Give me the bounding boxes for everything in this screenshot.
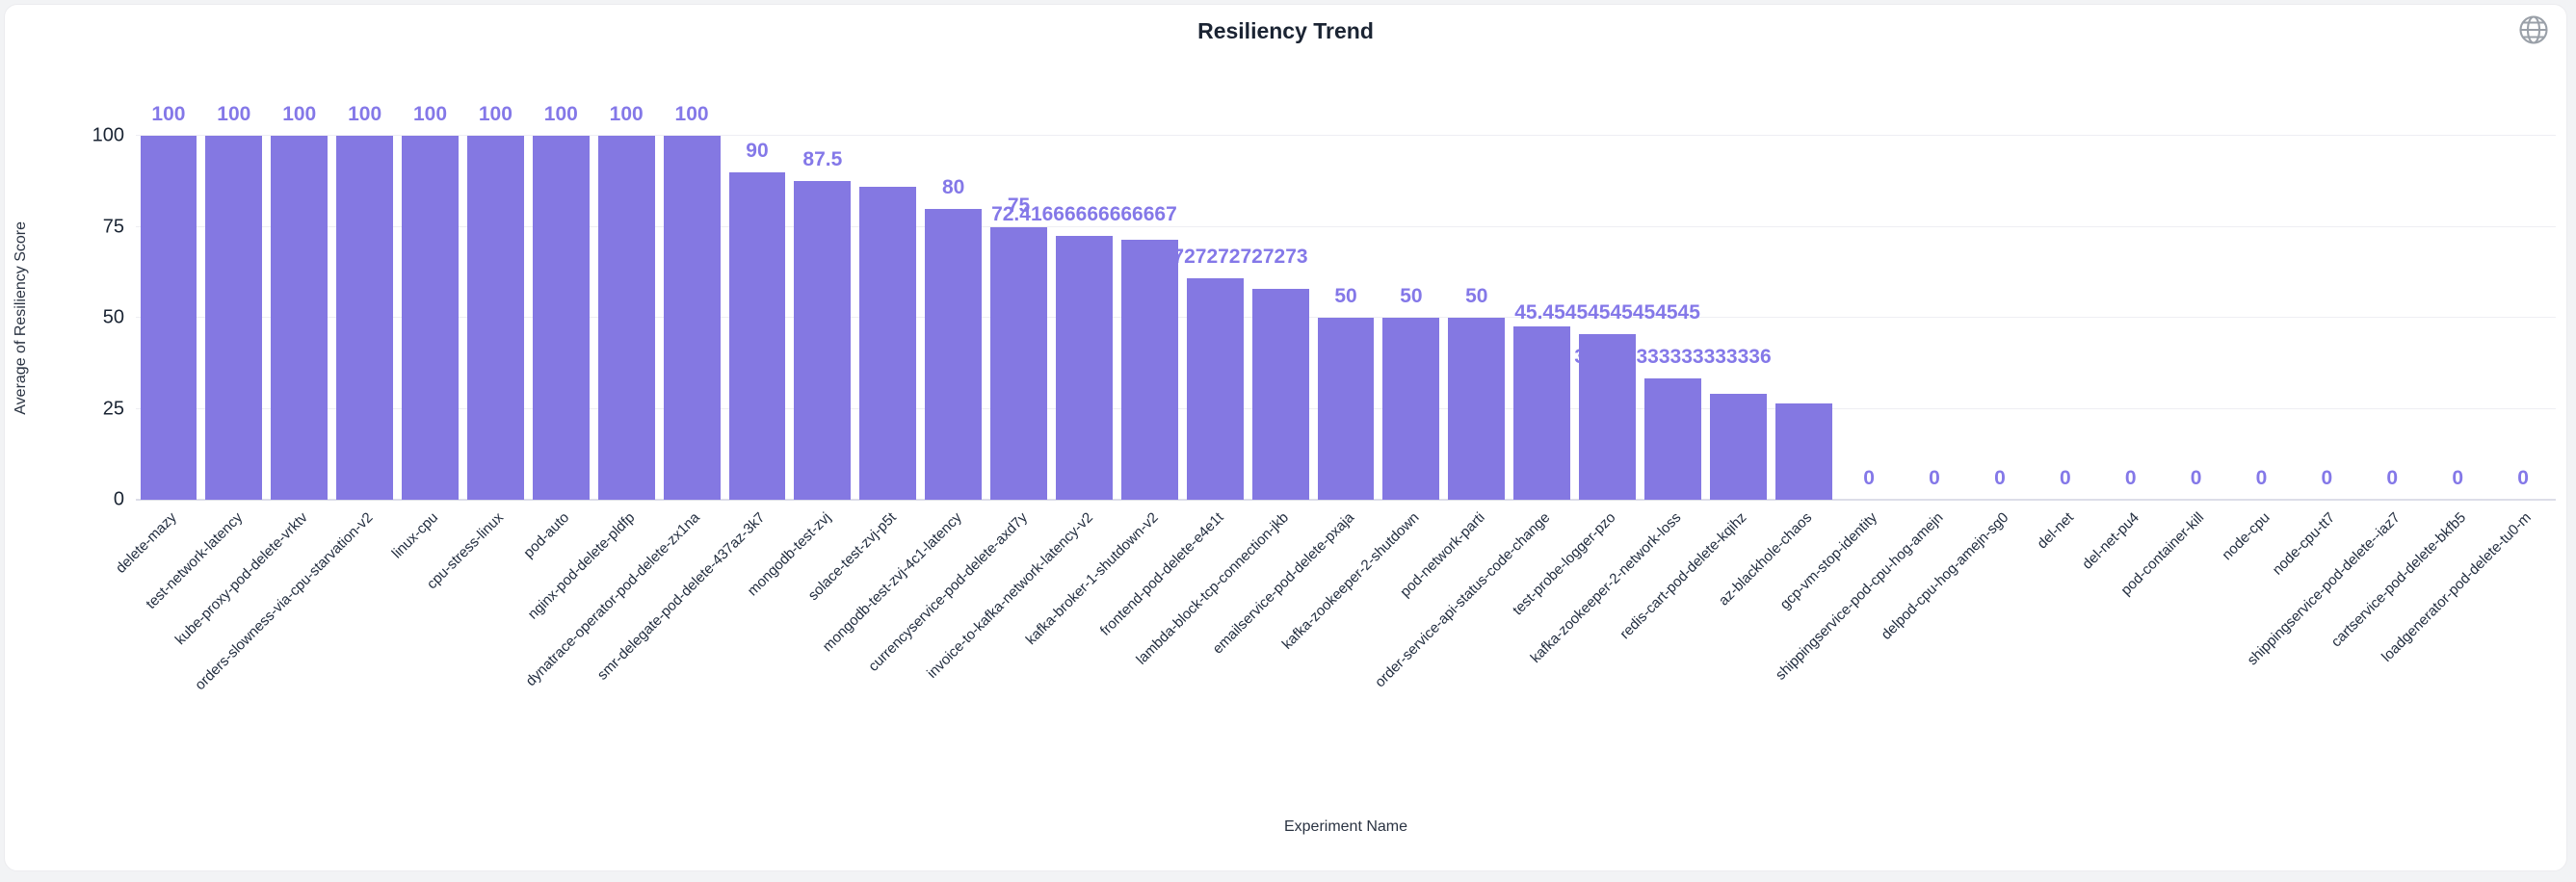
x-axis-labels: delete-mazy test-network-latency kube-prox… — [113, 509, 2536, 694]
bar[interactable] — [205, 136, 263, 500]
bar-value-label: 0 — [2124, 467, 2137, 489]
bar-value-label: 90 — [746, 139, 769, 162]
bar[interactable] — [466, 136, 524, 500]
bar-value-label: 0 — [2255, 467, 2268, 489]
bar[interactable] — [1382, 318, 1440, 500]
bar-value-label: 50 — [1400, 285, 1423, 307]
bar-value-label: 0 — [2321, 467, 2333, 489]
bar-value-label: 100 — [543, 103, 578, 125]
bar[interactable] — [1055, 236, 1113, 500]
bar-value-label: 50 — [1465, 285, 1488, 307]
bar-value-label: 75 — [1007, 194, 1031, 217]
bar[interactable] — [794, 181, 852, 500]
bar[interactable] — [1186, 278, 1244, 500]
bar-value-label: 100 — [609, 103, 644, 125]
bar-value-label: 87.5 — [802, 148, 843, 171]
bar-value-label: 50 — [1334, 285, 1357, 307]
bar[interactable] — [859, 186, 917, 500]
x-axis-line — [136, 499, 2556, 501]
bar-value-label: 0 — [2452, 467, 2463, 489]
bar-value-label: 0 — [2190, 467, 2202, 489]
gridline — [136, 317, 2556, 318]
y-tick-label: 75 — [102, 216, 124, 237]
gridline — [136, 135, 2556, 136]
bar[interactable] — [1513, 326, 1571, 500]
bar-value-label: 100 — [348, 103, 382, 125]
bar[interactable] — [402, 136, 459, 500]
bar-value-label: 100 — [478, 103, 513, 125]
bar[interactable] — [532, 136, 590, 500]
bar-value-label: 0 — [2059, 467, 2071, 489]
bar-value-label: 80 — [941, 175, 965, 198]
bar-value-label: 100 — [282, 103, 317, 125]
bar-value-label: 0 — [2517, 467, 2529, 489]
bar-value-label: 0 — [1929, 467, 1940, 489]
bar-value-label: 100 — [412, 103, 448, 125]
bar[interactable] — [271, 136, 329, 500]
bar[interactable] — [1251, 289, 1309, 500]
bar[interactable] — [140, 136, 197, 500]
y-tick-label: 100 — [92, 124, 124, 146]
bar[interactable] — [925, 208, 983, 500]
chart-title: Resiliency Trend — [1197, 18, 1374, 43]
bar-value-label: 72.41666666666667 — [991, 203, 1177, 226]
bar-value-label: 100 — [674, 103, 709, 125]
y-tick-label: 25 — [102, 398, 124, 419]
plot-area: 100 100 100 100 100 100 100 100 100 90 87.5 80 75 72.… — [136, 103, 2556, 501]
y-axis-ticks: 0 25 50 75 100 — [5, 125, 124, 510]
bar[interactable] — [1317, 318, 1375, 500]
bar[interactable] — [1709, 394, 1767, 500]
bar-value-label: 0 — [1863, 467, 1875, 489]
bar[interactable] — [1120, 240, 1178, 500]
bar[interactable] — [1579, 334, 1636, 500]
bar-value-label: 0 — [2386, 467, 2399, 489]
bar[interactable] — [1644, 378, 1701, 500]
bar[interactable] — [663, 136, 721, 500]
bar-value-label: 100 — [151, 103, 186, 125]
gridline — [136, 225, 2556, 227]
y-tick-label: 50 — [102, 306, 124, 328]
bar-value-label: 0 — [1994, 467, 2006, 489]
bar-value-label: 100 — [217, 103, 251, 125]
bar[interactable] — [1448, 318, 1506, 500]
bar[interactable] — [728, 171, 786, 500]
bar[interactable] — [336, 136, 394, 500]
y-tick-label: 0 — [113, 488, 124, 510]
bar[interactable] — [990, 226, 1047, 500]
bar[interactable] — [1774, 402, 1832, 500]
chart-card: Resiliency Trend Average of Resiliency S… — [4, 4, 2567, 871]
bar-value-label: 45.45454545454545 — [1514, 301, 1700, 324]
x-axis-title: Experiment Name — [1283, 818, 1408, 835]
bar[interactable] — [597, 136, 655, 500]
globe-icon[interactable] — [2516, 13, 2551, 47]
